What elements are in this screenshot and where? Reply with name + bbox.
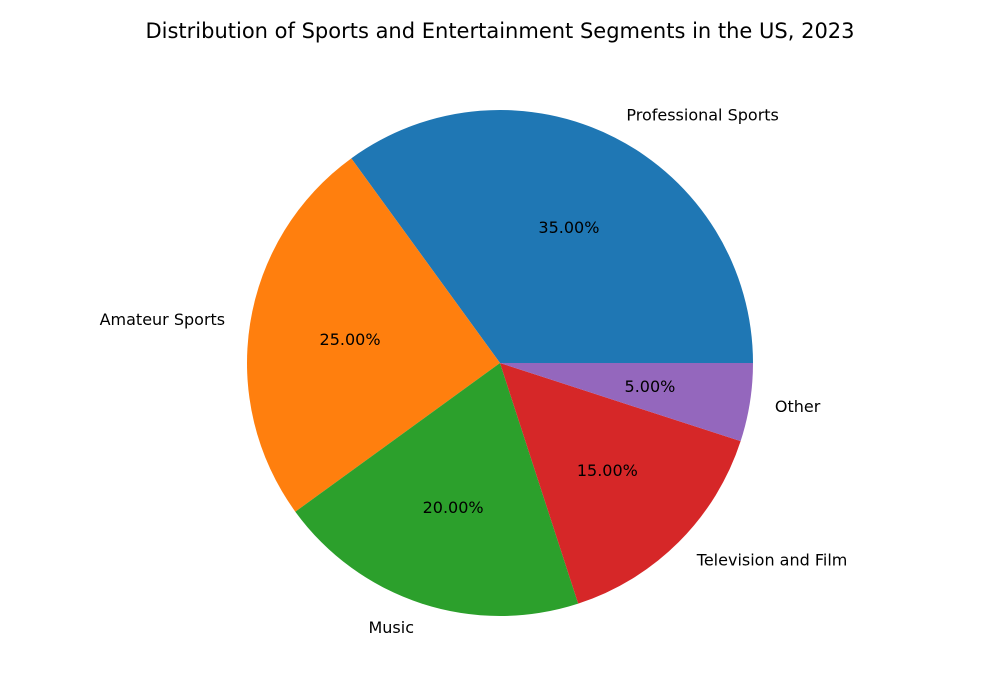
pie-slice-other [500,363,753,442]
slice-label-television-and-film: Television and Film [696,550,848,569]
percent-label-professional-sports: 35.00% [538,218,599,237]
percent-label-music: 20.00% [423,498,484,517]
slice-label-other: Other [775,397,821,416]
pie-labels: Professional Sports 35.00% Amateur Sports 2… [100,106,848,638]
pie-slice-music [295,363,579,616]
percent-label-television-and-film: 15.00% [577,461,638,480]
pie-slice-professional-sports [351,110,753,363]
pie-slice-amateur-sports [247,158,500,512]
chart-title: Distribution of Sports and Entertainment… [145,19,854,43]
slice-label-music: Music [368,618,414,637]
percent-label-amateur-sports: 25.00% [320,330,381,349]
pie-slice-television-and-film [500,363,741,604]
pie-slices [247,110,753,616]
slice-label-amateur-sports: Amateur Sports [100,310,226,329]
percent-label-other: 5.00% [625,377,676,396]
slice-label-professional-sports: Professional Sports [626,106,779,125]
